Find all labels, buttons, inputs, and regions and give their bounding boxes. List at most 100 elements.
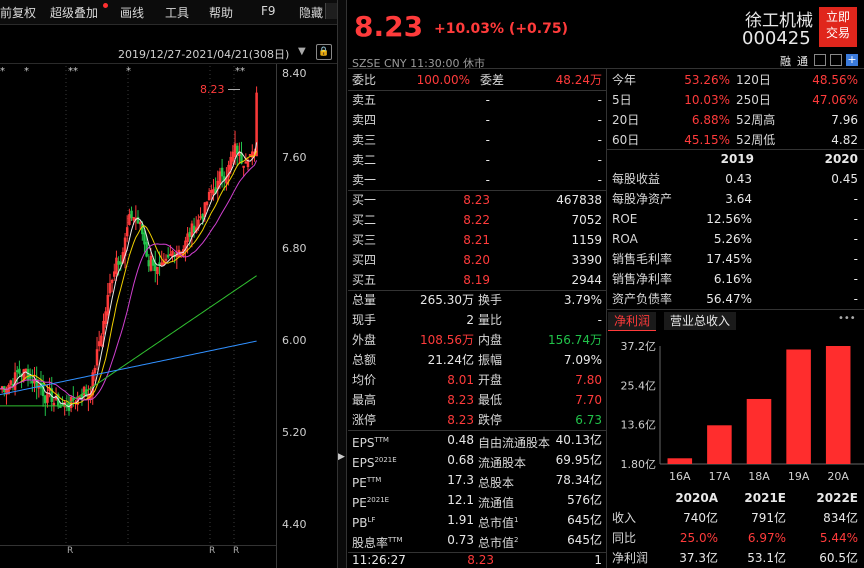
chart-bottom-axis (0, 545, 276, 546)
candle-body (136, 216, 140, 224)
financial-2019-value: 56.47% (706, 292, 752, 306)
r-mark: R (233, 546, 240, 556)
candle-body (110, 279, 114, 284)
forecast-value: 53.1亿 (747, 551, 786, 565)
menu-overlay[interactable]: 超级叠加 (50, 6, 99, 20)
collapse-arrow-icon[interactable]: ▶ (338, 452, 345, 462)
trade-button-line2: 交易 (825, 26, 850, 40)
export-icon[interactable] (830, 54, 842, 66)
profit-bar-chart: 37.2亿 25.4亿 13.6亿 1.80亿 16A 17A 18A 19A 20A (621, 340, 864, 483)
candle-body (125, 227, 129, 237)
wei-bi-value: 100.00% (416, 73, 470, 87)
financial-row: 销售毛利率 17.45% - (612, 249, 860, 269)
candle-body (160, 262, 163, 266)
fundamental-label: 股息率TTM (352, 530, 402, 553)
buy-row: 买二 8.22 7052 (352, 210, 604, 230)
stock-code: 000425 (742, 28, 811, 49)
edit-icon[interactable] (814, 54, 826, 66)
ma60-line (0, 275, 257, 407)
menu-hide[interactable]: 隐藏 (299, 6, 324, 20)
fundamental-value: 645亿 (567, 533, 602, 547)
sell-row: 卖四 - - (352, 110, 604, 130)
candle-body (108, 282, 112, 294)
more-icon[interactable]: ••• (838, 313, 856, 324)
tab-net-profit[interactable]: 净利润 (608, 312, 657, 331)
forecast-value: 834亿 (823, 511, 858, 525)
stat-value: 6.73 (575, 413, 602, 427)
stat-row: 现手 2 量比 - (352, 310, 604, 330)
fundamental-label-sup: 2021E (366, 496, 390, 504)
performance-label: 20日 (612, 113, 640, 127)
fundamental-row: EPS2021E 0.68 流通股本 69.95亿 (352, 450, 604, 470)
candle-body (72, 397, 75, 400)
financial-label: 资产负债率 (612, 292, 673, 306)
menu-draw[interactable]: 画线 (120, 6, 145, 20)
fundamental-value: 17.3 (447, 473, 474, 487)
candle-body (235, 145, 239, 154)
performance-row: 5日 10.03% 250日 47.06% (612, 90, 860, 110)
fundamental-row: EPSTTM 0.48 自由流通股本 40.13亿 (352, 430, 604, 450)
fundamental-label-sup: TTM (388, 536, 403, 544)
fundamental-value: 40.13亿 (555, 433, 602, 447)
menu-help[interactable]: 帮助 (209, 6, 234, 20)
bar (667, 458, 693, 464)
buy-volume: 7052 (571, 213, 602, 227)
candle-body (106, 294, 110, 316)
sell-label: 卖五 (352, 93, 377, 107)
menu-f9[interactable]: F9 (261, 4, 276, 18)
candle-body (143, 232, 146, 245)
tab-revenue[interactable]: 营业总收入 (664, 312, 737, 330)
financial-label: 每股收益 (612, 172, 661, 186)
trade-button-line1: 立即 (825, 10, 850, 24)
performance-value: 10.03% (684, 93, 730, 107)
fundamental-label-text: 流通股本 (478, 456, 527, 470)
forecast-row: 收入 740亿 791亿 834亿 (612, 508, 860, 528)
ma5-line (0, 142, 258, 408)
candle-body (147, 260, 151, 267)
candle-body (130, 210, 133, 219)
financial-label: 销售毛利率 (612, 252, 673, 266)
sell-row: 卖五 - - (352, 90, 604, 110)
rong-icon[interactable]: 融 (780, 55, 791, 68)
forecast-year: 2022E (816, 491, 858, 505)
bar-y-tick: 1.80亿 (621, 458, 657, 471)
menu-fuquan[interactable]: 前复权 (0, 6, 37, 20)
panel-splitter[interactable] (337, 0, 347, 568)
candle-body (255, 92, 258, 157)
financial-row: 资产负债率 56.47% - (612, 289, 860, 309)
fundamental-value: 12.1 (447, 493, 474, 507)
ma20-line (0, 160, 258, 401)
stat-label: 换手 (478, 293, 503, 307)
performance-label: 250日 (736, 93, 771, 107)
chevron-down-icon[interactable]: ▼ (298, 46, 306, 57)
financial-2020-value: - (853, 272, 858, 286)
fundamental-label-sup: 1 (514, 516, 519, 524)
tong-icon[interactable]: 通 (797, 55, 808, 68)
menu-tools[interactable]: 工具 (165, 6, 190, 20)
add-icon[interactable]: + (846, 53, 858, 66)
forecast-value: 6.97% (747, 531, 786, 545)
trade-button[interactable]: 立即 交易 (819, 7, 857, 47)
candle-body (95, 349, 99, 366)
candle-body (242, 165, 245, 168)
bar (825, 346, 851, 464)
fin-year-2020: 2020 (824, 152, 858, 166)
kline-chart[interactable] (0, 66, 276, 546)
divider (348, 90, 606, 91)
stat-label: 均价 (352, 373, 377, 387)
candle-body (227, 164, 230, 178)
bar-y-tick: 25.4亿 (621, 379, 657, 392)
fundamental-row: 股息率TTM 0.73 总市值2 645亿 (352, 530, 604, 550)
buy-price: 8.20 (463, 253, 490, 267)
fundamental-value: 0.48 (447, 433, 474, 447)
lock-icon[interactable]: 🔒 (316, 44, 332, 60)
financial-row: 每股收益 0.43 0.45 (612, 169, 860, 189)
divider (348, 552, 606, 553)
performance-value: 4.82 (831, 133, 858, 147)
fundamental-value: 645亿 (567, 513, 602, 527)
financial-label: ROE (612, 212, 638, 226)
buy-price: 8.21 (463, 233, 490, 247)
y-tick-label: 4.40 (282, 518, 307, 531)
menubar-scroll-stub[interactable] (325, 3, 338, 19)
candle-body (100, 335, 103, 346)
